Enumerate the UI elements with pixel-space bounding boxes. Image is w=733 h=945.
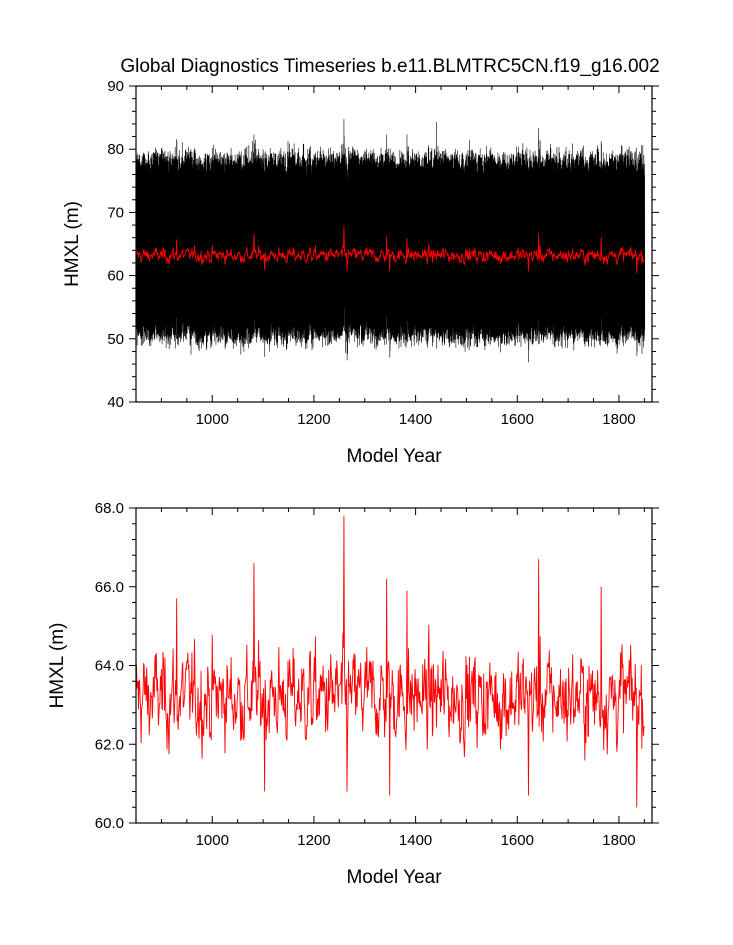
x-axis-label: Model Year <box>346 446 442 467</box>
y-tick-label: 62.0 <box>95 736 124 753</box>
x-tick-label: 1400 <box>399 411 432 428</box>
x-tick-label: 1200 <box>297 411 330 428</box>
plot-frame <box>135 507 653 824</box>
x-tick-label: 1800 <box>602 411 635 428</box>
top-chart: 1000 1200 1400 1600 1800 40 50 60 70 80 90 Model Ye… <box>62 78 659 467</box>
y-tick-label: 60 <box>107 268 124 285</box>
plot-frame <box>135 85 653 403</box>
y-tick-label: 40 <box>107 394 124 411</box>
x-tick-label: 1600 <box>501 411 534 428</box>
y-tick-label: 68.0 <box>95 500 124 517</box>
series-monthly-line <box>136 118 646 363</box>
y-tick-label: 80 <box>107 141 124 158</box>
y-tick-label: 70 <box>107 204 124 221</box>
y-tick-label: 60.0 <box>95 815 124 832</box>
series-annual-line <box>136 515 645 808</box>
x-tick-label: 1800 <box>602 832 635 849</box>
bottom-chart: 1000 1200 1400 1600 1800 60.0 62.0 64.0 66.0 68.0… <box>47 500 659 888</box>
series-annual-line <box>136 226 645 274</box>
y-tick-label: 50 <box>107 331 124 348</box>
y-axis-label: HMXL (m) <box>62 201 83 287</box>
y-tick-label: 66.0 <box>95 579 124 596</box>
y-tick-label: 64.0 <box>95 658 124 675</box>
x-axis-label: Model Year <box>346 867 442 888</box>
x-tick-label: 1400 <box>399 832 432 849</box>
chart-title: Global Diagnostics Timeseries b.e11.BLMT… <box>120 56 659 77</box>
y-tick-label: 90 <box>107 78 124 95</box>
x-tick-label: 1000 <box>196 411 229 428</box>
x-tick-label: 1200 <box>297 832 330 849</box>
x-tick-label: 1600 <box>501 832 534 849</box>
x-tick-label: 1000 <box>196 832 229 849</box>
y-axis-label: HMXL (m) <box>47 623 68 709</box>
